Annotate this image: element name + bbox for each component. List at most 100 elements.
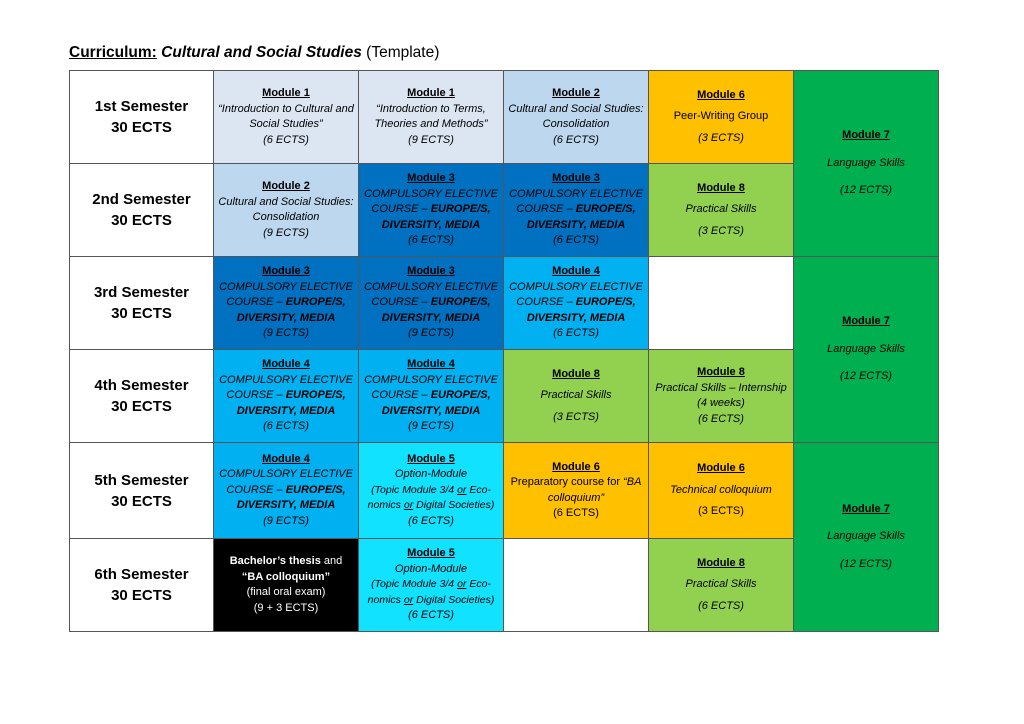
- cell-text: Module 4: [262, 452, 310, 465]
- cell-text: Technical colloquium: [670, 483, 772, 496]
- semester-cell: 5th Semester 30 ECTS: [69, 442, 214, 539]
- cell-text: (12 ECTS): [840, 557, 892, 570]
- module-cell: Module 5 Option-Module (Topic Module 3/4…: [358, 538, 504, 632]
- cell-text: Module 4: [552, 265, 600, 278]
- cell-text: (12 ECTS): [840, 184, 892, 197]
- cell-text: COMPULSORY ELECTIVE COURSE –: [219, 280, 353, 309]
- semester-cell: 3rd Semester 30 ECTS: [69, 256, 214, 350]
- cell-text: Module 1: [262, 87, 310, 99]
- cell-text: Module 5: [407, 452, 455, 465]
- empty-cell: [503, 538, 649, 632]
- cell-text: Module 3: [407, 265, 455, 278]
- cell-text: or: [403, 499, 414, 512]
- module-cell: Module 4 COMPULSORY ELECTIVE COURSE – EU…: [213, 349, 359, 443]
- cell-text: (9 ECTS): [263, 327, 309, 340]
- cell-text: Practical Skills: [685, 578, 757, 591]
- module-cell: Module 7 Language Skills (12 ECTS): [793, 70, 939, 257]
- cell-text: Language Skills: [827, 342, 905, 355]
- cell-text: or: [403, 593, 414, 606]
- cell-text: or: [457, 578, 467, 591]
- cell-text: Module 2: [552, 87, 600, 99]
- cell-text: Module 7: [842, 129, 890, 142]
- cell-text: (9 ECTS): [408, 327, 454, 340]
- cell-text: COMPULSORY ELECTIVE COURSE –: [509, 280, 643, 309]
- cell-text: Module 3: [407, 172, 455, 185]
- cell-text: Module 1: [407, 87, 455, 99]
- cell-text: COMPULSORY ELECTIVE COURSE –: [509, 187, 643, 216]
- cell-text: (final oral exam): [246, 586, 326, 598]
- semester-cell: 2nd Semester 30 ECTS: [69, 163, 214, 257]
- cell-text: Language Skills: [827, 530, 905, 543]
- cell-text: (9 ECTS): [408, 420, 454, 433]
- cell-text: (Topic Module 3/4: [371, 578, 455, 591]
- cell-text: Eco-nomics: [367, 578, 491, 606]
- cell-text: Module 8: [552, 367, 600, 380]
- semester-cell: 4th Semester 30 ECTS: [69, 349, 214, 443]
- cell-text: “BA colloquium”: [241, 570, 331, 583]
- table-row: 6th Semester 30 ECTS Bachelor’s thesis a…: [69, 538, 939, 632]
- cell-text: “Introduction to Terms, Theories and Met…: [374, 102, 488, 131]
- empty-cell: [648, 256, 794, 350]
- cell-text: Module 6: [697, 88, 745, 101]
- cell-text: 30 ECTS: [111, 305, 172, 322]
- cell-text: 30 ECTS: [111, 587, 172, 604]
- cell-text: “BA colloquium”: [547, 476, 642, 504]
- cell-text: (6 ECTS): [553, 234, 599, 247]
- module-cell: Module 2 Cultural and Social Studies: Co…: [503, 70, 649, 164]
- cell-text: (6 ECTS): [263, 133, 309, 146]
- cell-text: COMPULSORY ELECTIVE COURSE –: [219, 468, 353, 496]
- cell-text: Module 5: [407, 547, 455, 560]
- cell-text: Module 8: [697, 181, 745, 194]
- cell-text: EUROPE/S, DIVERSITY, MEDIA: [526, 203, 636, 231]
- cell-text: 4th Semester: [94, 377, 189, 394]
- cell-text: EUROPE/S, DIVERSITY, MEDIA: [236, 389, 346, 417]
- module-cell: Module 3 COMPULSORY ELECTIVE COURSE – EU…: [358, 163, 504, 257]
- module-cell: Module 3 COMPULSORY ELECTIVE COURSE – EU…: [503, 163, 649, 257]
- cell-text: 1st Semester: [94, 98, 189, 115]
- cell-text: EUROPE/S, DIVERSITY, MEDIA: [381, 389, 491, 417]
- cell-text: and: [323, 555, 343, 567]
- cell-text: (6 ECTS): [263, 420, 309, 433]
- cell-text: 5th Semester: [94, 471, 189, 489]
- module-cell: Module 8 Practical Skills – Internship (…: [648, 349, 794, 443]
- title-name: Cultural and Social Studies: [161, 44, 362, 61]
- cell-text: EUROPE/S, DIVERSITY, MEDIA: [381, 296, 491, 324]
- cell-text: (3 ECTS): [553, 410, 599, 423]
- cell-text: (6 ECTS): [698, 599, 744, 612]
- cell-text: (9 ECTS): [263, 514, 309, 527]
- module-cell: Module 1 “Introduction to Cultural and S…: [213, 70, 359, 164]
- cell-text: Module 8: [697, 366, 745, 378]
- cell-text: Cultural and Social Studies: Consolidati…: [508, 102, 644, 131]
- module-cell: Module 8 Practical Skills (6 ECTS): [648, 538, 794, 632]
- cell-text: Preparatory course for: [510, 476, 621, 488]
- cell-text: Module 4: [407, 358, 455, 371]
- cell-text: (6 ECTS): [408, 234, 454, 247]
- cell-text: 30 ECTS: [111, 492, 172, 510]
- table-row: 2nd Semester 30 ECTS Module 2 Cultural a…: [69, 163, 939, 257]
- module-cell: Module 6 Preparatory course for “BA coll…: [503, 442, 649, 539]
- cell-text: 30 ECTS: [111, 212, 172, 229]
- cell-text: COMPULSORY ELECTIVE COURSE –: [219, 373, 353, 402]
- cell-text: (9 ECTS): [263, 226, 309, 239]
- cell-text: Module 6: [552, 460, 600, 473]
- cell-text: (9 + 3 ECTS): [253, 601, 319, 614]
- cell-text: (12 ECTS): [840, 370, 892, 383]
- table-row: 5th Semester 30 ECTS Module 4 COMPULSORY…: [69, 442, 939, 632]
- cell-text: Cultural and Social Studies: Consolidati…: [218, 195, 354, 224]
- table-row: 4th Semester 30 ECTS Module 4 COMPULSORY…: [69, 349, 939, 443]
- cell-text: or: [457, 483, 467, 496]
- cell-text: Module 7: [842, 502, 890, 515]
- module-cell: Module 6 Peer-Writing Group (3 ECTS): [648, 70, 794, 164]
- cell-text: Digital Societies): [416, 499, 495, 512]
- cell-text: Option-Module: [394, 468, 468, 481]
- cell-text: “Introduction to Cultural and Social Stu…: [218, 102, 354, 131]
- cell-text: Practical Skills: [685, 203, 757, 216]
- cell-text: EUROPE/S, DIVERSITY, MEDIA: [526, 296, 636, 324]
- module-cell: Module 8 Practical Skills (3 ECTS): [503, 349, 649, 443]
- table-row: 1st Semester 30 ECTS Module 1 “Introduct…: [69, 70, 939, 257]
- cell-text: Bachelor’s thesis: [229, 555, 321, 567]
- cell-text: 3rd Semester: [93, 284, 190, 301]
- cell-text: 30 ECTS: [111, 119, 172, 136]
- module-cell: Module 4 COMPULSORY ELECTIVE COURSE – EU…: [358, 349, 504, 443]
- cell-text: Eco-nomics: [367, 483, 491, 512]
